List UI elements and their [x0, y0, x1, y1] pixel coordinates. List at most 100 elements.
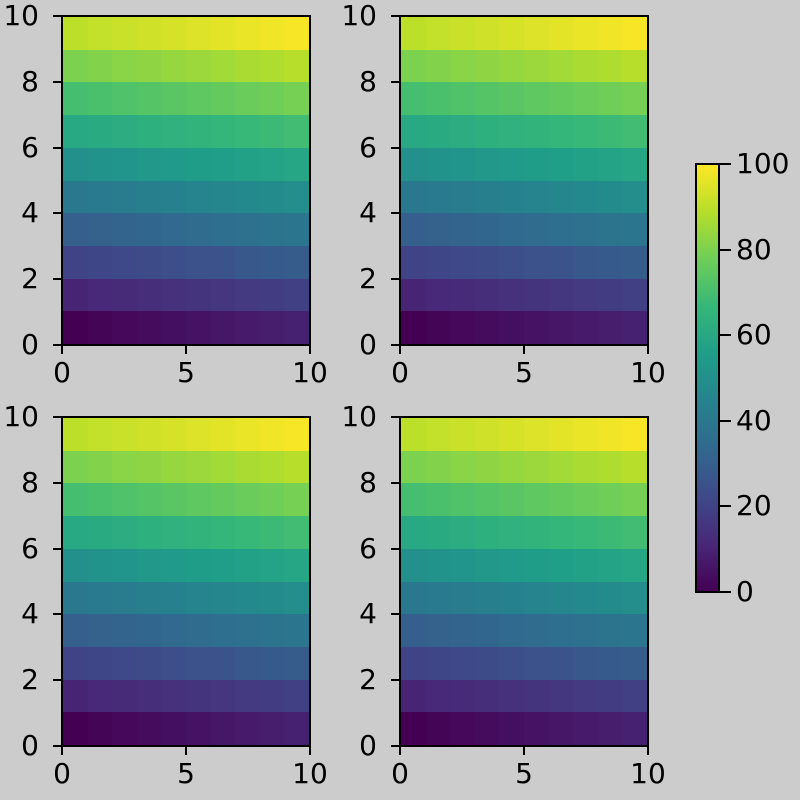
heatmap-cell [284, 646, 309, 680]
heatmap-cell [401, 213, 426, 246]
heatmap-cell [136, 516, 162, 549]
heatmap-cell [235, 311, 260, 344]
heatmap-cell [87, 213, 113, 246]
y-tick-mark [391, 547, 399, 550]
heatmap-cell [425, 17, 451, 50]
x-tick-mark [309, 346, 311, 354]
heatmap-cell [259, 418, 285, 451]
y-tick-label: 0 [359, 729, 377, 762]
heatmap-cell [499, 712, 524, 745]
heatmap-cell [622, 213, 647, 246]
heatmap-cell [499, 450, 524, 484]
heatmap-cell [284, 712, 309, 745]
y-tick-label: 10 [3, 0, 39, 32]
y-tick-label: 2 [359, 663, 377, 697]
y-tick-label: 8 [21, 64, 39, 98]
heatmap-cell [161, 679, 186, 713]
heatmap-cell [450, 483, 475, 517]
heatmap-cell [548, 450, 574, 484]
heatmap-cell [622, 49, 647, 83]
heatmap-cell [597, 614, 623, 647]
heatmap-cell [450, 147, 475, 181]
heatmap-cell [548, 49, 574, 83]
heatmap-cell [112, 614, 137, 647]
heatmap-cell [161, 213, 186, 246]
heatmap-cell [450, 450, 475, 484]
heatmap-cell [474, 712, 500, 745]
heatmap-cell [450, 548, 475, 582]
heatmap-cell [63, 483, 88, 517]
heatmap-cell [425, 646, 451, 680]
x-tick-mark [523, 747, 525, 755]
heatmap-cell [284, 213, 309, 246]
y-tick-mark [391, 481, 399, 484]
heatmap-cell [186, 712, 211, 745]
heatmap-cell [573, 115, 598, 148]
x-tick-label: 5 [177, 757, 195, 790]
y-tick-label: 10 [341, 0, 377, 32]
heatmap-cell [474, 450, 500, 484]
y-tick-mark [53, 212, 61, 215]
heatmap-cell [136, 278, 162, 312]
heatmap-cell [573, 311, 598, 344]
heatmap-cell [425, 180, 451, 214]
heatmap-cell [161, 450, 186, 484]
heatmap-cell [136, 548, 162, 582]
y-tick-mark [391, 15, 399, 17]
heatmap-cell [210, 213, 236, 246]
heatmap-cell [136, 311, 162, 344]
heatmap-cell [63, 49, 88, 83]
y-tick-mark [53, 15, 61, 17]
heatmap-cell [112, 213, 137, 246]
heatmap-cell [474, 646, 500, 680]
heatmap-cell [63, 17, 88, 50]
heatmap-cell [161, 49, 186, 83]
heatmap-cell [597, 483, 623, 517]
heatmap-cell [63, 581, 88, 615]
heatmap-cell [186, 213, 211, 246]
heatmap-cell [87, 180, 113, 214]
heatmap-cell [450, 115, 475, 148]
y-tick-mark [53, 146, 61, 149]
heatmap-cell [450, 614, 475, 647]
x-tick-mark [185, 346, 187, 354]
heatmap-cell [597, 17, 623, 50]
heatmap-cell [186, 516, 211, 549]
heatmap-cell [186, 180, 211, 214]
heatmap-cell [499, 311, 524, 344]
heatmap-cell [235, 180, 260, 214]
x-tick-label: 0 [391, 356, 409, 389]
heatmap-cell [573, 213, 598, 246]
colorbar [695, 163, 720, 593]
heatmap-cell [450, 581, 475, 615]
heatmap-cell [622, 516, 647, 549]
x-tick-mark [61, 346, 63, 354]
heatmap-cell [284, 679, 309, 713]
heatmap-cell [136, 712, 162, 745]
heatmap-cell [401, 311, 426, 344]
heatmap-cell [63, 516, 88, 549]
heatmap-panel-top-right [399, 15, 649, 346]
heatmap-cell [622, 450, 647, 484]
heatmap-cell [112, 245, 137, 279]
heatmap-cell [235, 679, 260, 713]
heatmap-cell [235, 712, 260, 745]
heatmap-cell [235, 548, 260, 582]
heatmap-cell [87, 581, 113, 615]
heatmap-cell [87, 17, 113, 50]
heatmap-cell [112, 49, 137, 83]
heatmap-cell [63, 115, 88, 148]
heatmap-cell [622, 712, 647, 745]
heatmap-cell [499, 679, 524, 713]
heatmap-cell [284, 418, 309, 451]
heatmap-cell [401, 712, 426, 745]
heatmap-cell [210, 17, 236, 50]
heatmap-cell [161, 712, 186, 745]
heatmap-cell [112, 679, 137, 713]
heatmap-cell [499, 82, 524, 116]
heatmap-cell [401, 245, 426, 279]
y-tick-label: 10 [3, 400, 39, 433]
heatmap-cell [63, 245, 88, 279]
heatmap-cell [573, 17, 598, 50]
